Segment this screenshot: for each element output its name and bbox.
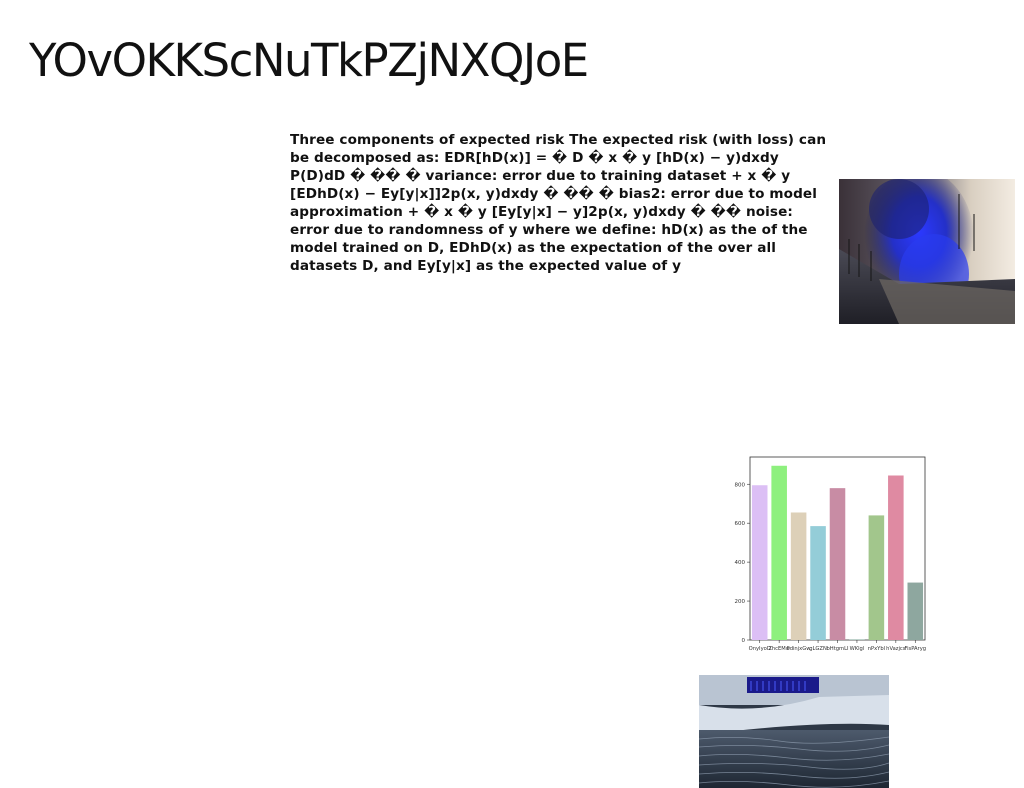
y-tick-label: 600 [735, 521, 746, 527]
x-tick-label: WKlgl [850, 646, 865, 652]
bar-gLGZN [810, 526, 826, 640]
x-tick-label: bHtgmLI [827, 646, 849, 652]
x-tick-label: ZhcEMw [768, 646, 790, 652]
y-tick-label: 0 [742, 638, 746, 644]
y-tick-label: 400 [735, 560, 746, 566]
bar-OnyIyoD [751, 485, 768, 640]
x-tick-label: nPxYbl [868, 646, 885, 652]
blue-smoke-photo [839, 179, 1015, 324]
bar-bHtgmLI [829, 488, 846, 640]
page-title: YOvOKKScNuTkPZjNXQJoE [29, 34, 589, 87]
x-tick-label: FdinjxGw [787, 646, 812, 652]
bar-chart: 0 200 400 600 800 OnyIyoD ZhcEMw FdinjxGw gLGZN b… [725, 450, 935, 656]
bar-WKlgl [849, 639, 865, 640]
x-tick-label: hVazjcs [886, 646, 906, 652]
bar-FdinjxGw [790, 512, 807, 640]
x-tick-label: OnyIyoD [749, 646, 771, 652]
bar-FisPAryg [907, 582, 924, 640]
y-tick-label: 800 [735, 482, 746, 488]
bar-nPxYbl [868, 515, 885, 640]
bar-hVazjcs [888, 475, 904, 640]
x-tick-label: gLGZN [809, 646, 827, 652]
x-tick-label: FisPAryg [904, 646, 926, 652]
body-text: Three components of expected risk The ex… [290, 132, 827, 274]
y-tick-label: 200 [735, 599, 746, 605]
snowy-coast-photo [699, 675, 889, 788]
bar-ZhcEMw [771, 465, 787, 640]
